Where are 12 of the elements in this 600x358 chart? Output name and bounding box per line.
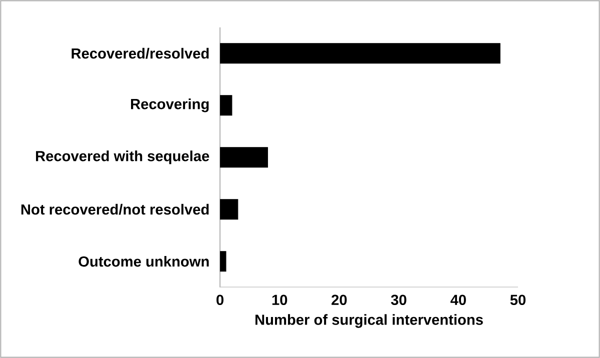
x-axis-title: Number of surgical interventions (256, 314, 483, 328)
y-tick-label: Recovered/resolved (72, 48, 209, 59)
x-tick-label: 30 (391, 294, 406, 306)
y-tick-label: Outcome unknown (78, 256, 209, 267)
x-tick-label: 0 (216, 294, 224, 306)
y-tick-label: Not recovered/not resolved (21, 204, 209, 215)
x-tick-label: 10 (272, 294, 288, 306)
y-tick-label: Recovered with sequelae (36, 150, 210, 164)
x-tick-label: 40 (450, 294, 466, 306)
x-tick-label: 20 (332, 294, 347, 306)
x-tick-label: 50 (510, 294, 526, 306)
y-tick-label: Recovering (131, 98, 209, 112)
